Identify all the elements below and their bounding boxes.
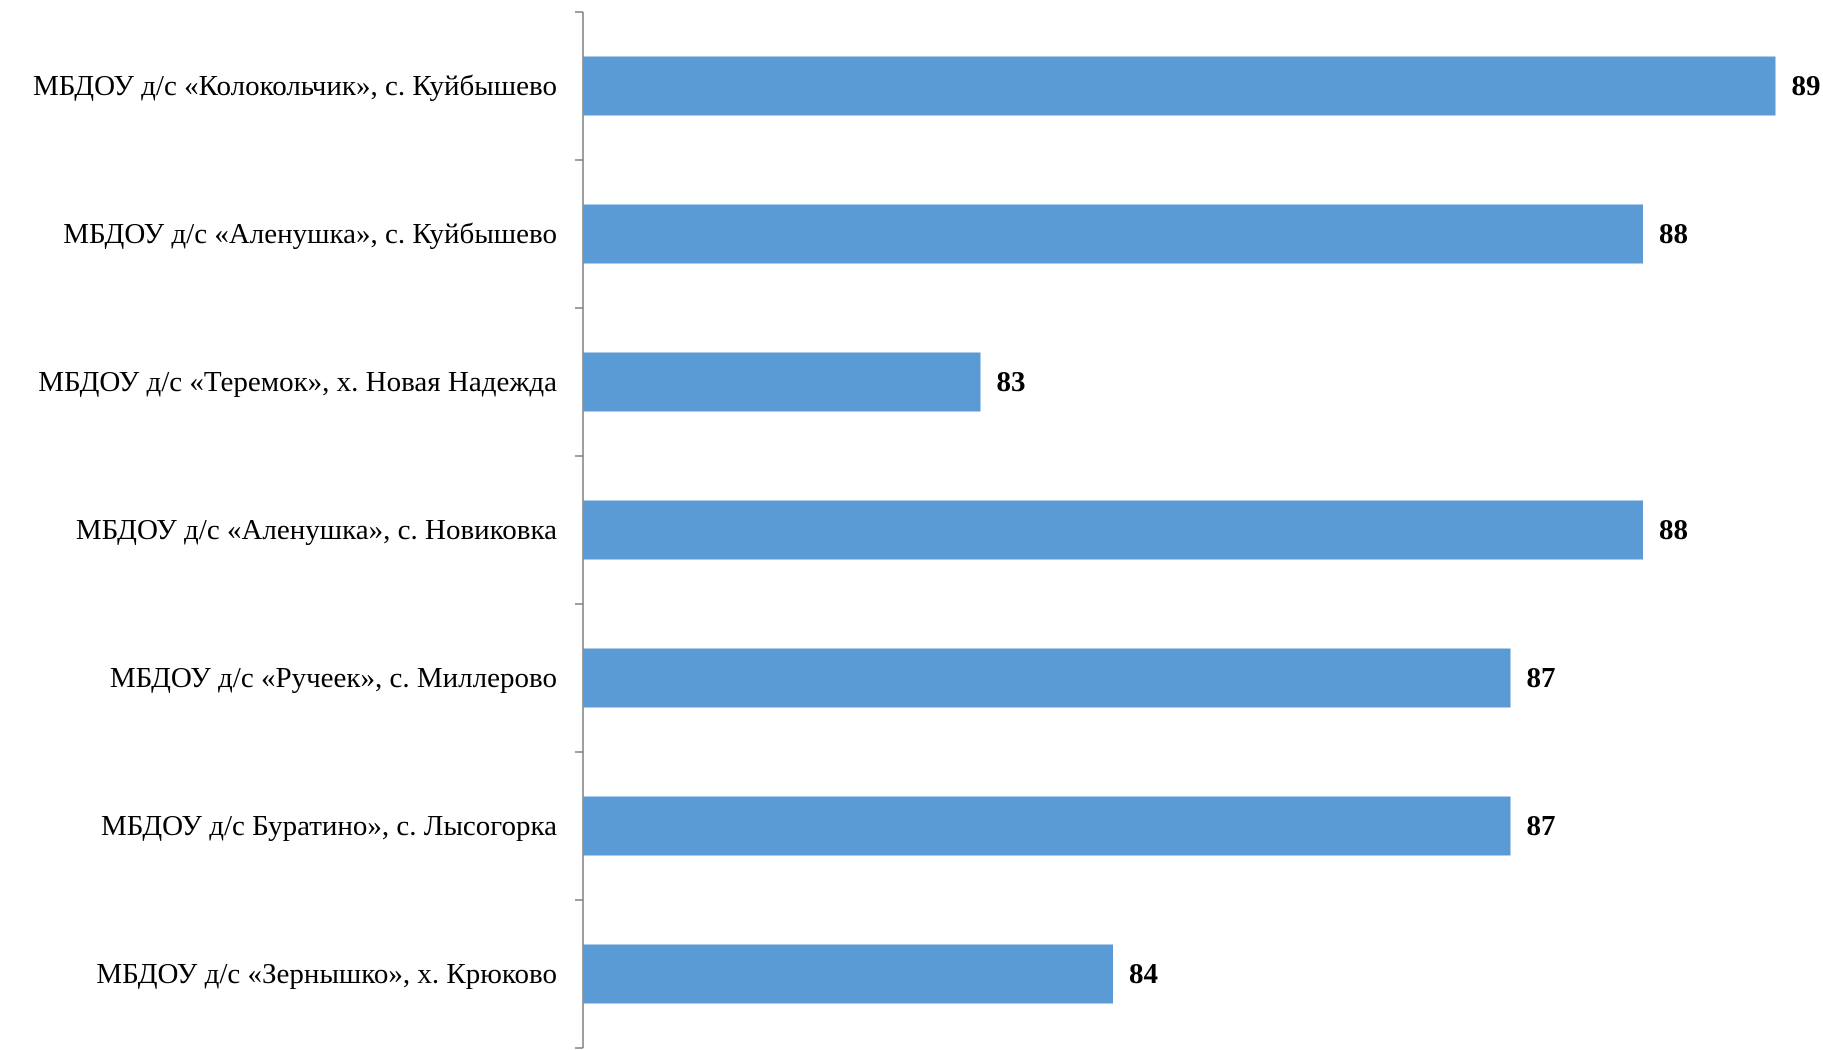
data-label: 88 bbox=[1659, 218, 1688, 250]
data-label: 83 bbox=[997, 366, 1026, 398]
data-label: 84 bbox=[1129, 958, 1158, 990]
category-label: МБДОУ д/с «Аленушка», с. Куйбышево bbox=[63, 218, 557, 250]
data-label: 87 bbox=[1527, 810, 1556, 842]
bar bbox=[583, 56, 1776, 116]
data-label: 89 bbox=[1792, 70, 1821, 102]
bar bbox=[583, 648, 1511, 708]
category-label: МБДОУ д/с «Зернышко», х. Крюково bbox=[96, 958, 557, 990]
bar bbox=[583, 204, 1643, 264]
category-label: МБДОУ д/с Буратино», с. Лысогорка bbox=[101, 810, 557, 842]
bar bbox=[583, 352, 981, 412]
bar bbox=[583, 796, 1511, 856]
data-label: 87 bbox=[1527, 662, 1556, 694]
category-label: МБДОУ д/с «Аленушка», с. Новиковка bbox=[76, 514, 557, 546]
bar bbox=[583, 944, 1113, 1004]
category-label: МБДОУ д/с «Теремок», х. Новая Надежда bbox=[38, 366, 557, 398]
bar bbox=[583, 500, 1643, 560]
category-label: МБДОУ д/с «Колокольчик», с. Куйбышево bbox=[33, 70, 557, 102]
data-label: 88 bbox=[1659, 514, 1688, 546]
category-label: МБДОУ д/с «Ручеек», с. Миллерово bbox=[110, 662, 557, 694]
